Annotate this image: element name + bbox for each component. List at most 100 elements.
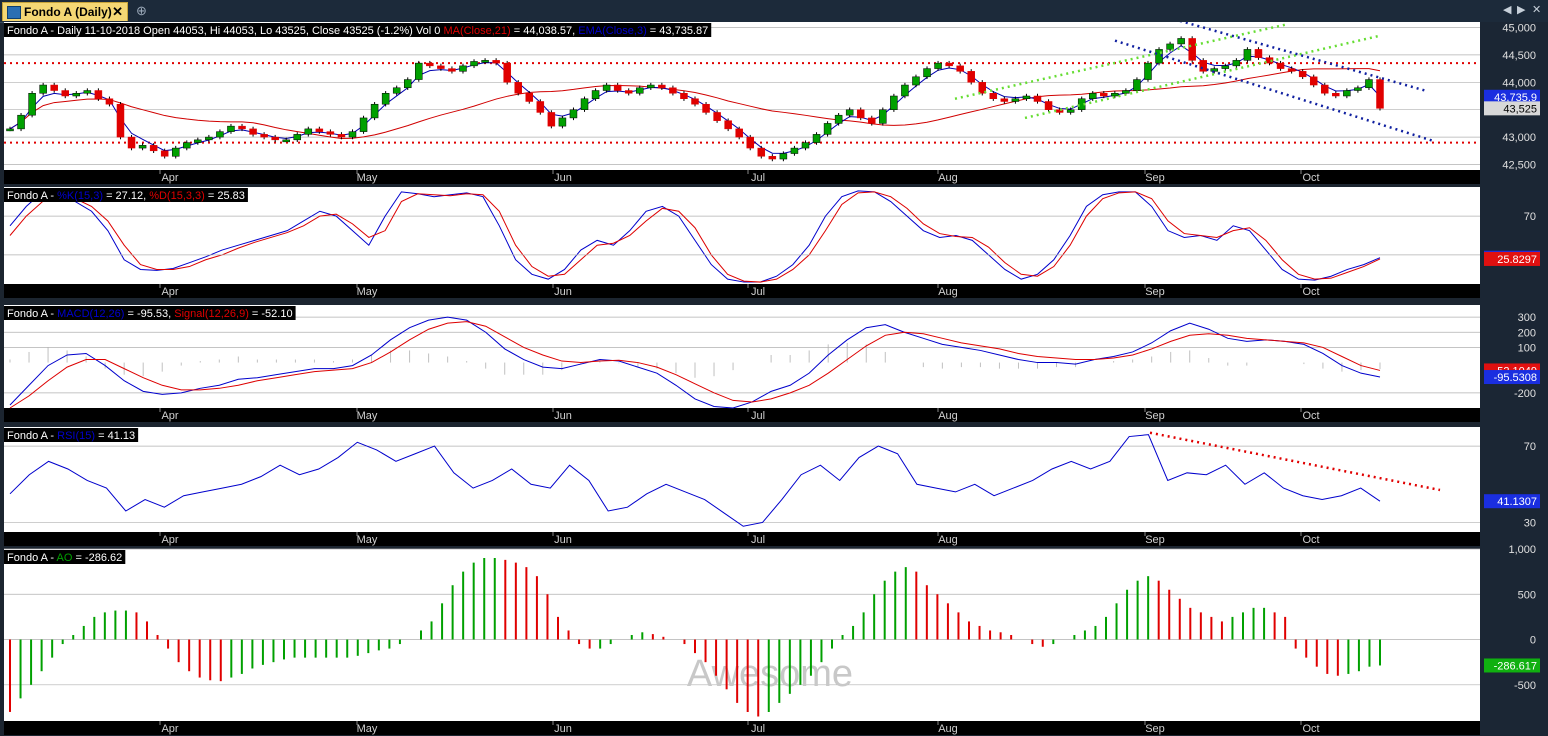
tab-close-icon[interactable]: ✕ (112, 4, 123, 19)
month-label-aug: Aug (938, 410, 958, 422)
candle-down (94, 90, 103, 99)
month-label-apr: Apr (161, 410, 178, 422)
candle-up (282, 139, 290, 143)
tab-label: Fondo A (Daily) (24, 5, 112, 19)
badge-text: 43,735.9 (1494, 92, 1537, 104)
badge-text: 25.8297 (1497, 254, 1537, 266)
close-window-icon[interactable]: ✕ (1532, 4, 1542, 16)
candle-up (812, 134, 821, 143)
candle-up (205, 136, 213, 141)
candle-up (558, 117, 567, 127)
candle-up (912, 76, 920, 86)
candle-up (591, 90, 600, 99)
month-label-jun: Jun (554, 534, 572, 546)
header-segment: AO (57, 552, 73, 564)
candle-down (149, 145, 158, 152)
rsi-trendline (1149, 431, 1441, 492)
month-axis-strip (4, 532, 1480, 546)
header-segment: Fondo A - Daily 11-10-2018 Open 44053, H… (7, 25, 443, 37)
candle-up (183, 142, 191, 149)
tab-fondo-a-daily[interactable]: Fondo A (Daily) ✕ (2, 2, 128, 21)
value-badge: -95.5308 (1484, 370, 1540, 385)
candle-up (17, 114, 25, 130)
header-background (4, 188, 248, 202)
y-tick-label: 44,500 (1502, 50, 1536, 62)
header-segment: %D(15,3,3) (149, 190, 205, 202)
header-segment: = 43,735.87 (647, 25, 708, 37)
badge-background (1484, 494, 1540, 509)
candle-up (72, 93, 81, 97)
header-segment: = 41.13 (95, 430, 135, 442)
scroll-left-icon[interactable]: ◀ (1503, 4, 1512, 16)
candle-down (61, 90, 69, 97)
pane-header-ao: Fondo A - AO = -286.62 (7, 552, 122, 564)
candle-down (669, 87, 677, 94)
pane-rsi[interactable] (4, 427, 1480, 532)
candle-up (647, 84, 655, 89)
value-badge: 43,735.9 (1484, 89, 1540, 104)
candle-up (1155, 49, 1163, 64)
candle-up (1232, 60, 1241, 67)
candle-down (989, 93, 998, 99)
month-label-apr: Apr (161, 723, 178, 735)
candle-up (801, 142, 810, 149)
pane-stoch[interactable] (4, 187, 1480, 284)
trendline-blue-upper (1179, 22, 1426, 92)
month-label-aug: Aug (938, 172, 958, 184)
y-tick-label: 30 (1524, 517, 1536, 529)
candle-down (1100, 93, 1108, 97)
month-axis-strip (4, 284, 1480, 298)
month-label-oct: Oct (1302, 410, 1319, 422)
header-segment: Fondo A - (7, 190, 57, 202)
candle-up (381, 93, 390, 105)
candle-up (481, 60, 489, 63)
month-label-jun: Jun (554, 286, 572, 298)
pane-macd[interactable] (4, 305, 1480, 408)
new-tab-icon[interactable]: ⊕ (136, 3, 147, 18)
candle-up (1343, 90, 1351, 97)
candle-up (227, 125, 235, 132)
candle-up (1122, 90, 1130, 94)
candle-down (437, 65, 445, 69)
candle-up (890, 95, 898, 110)
month-label-jul: Jul (751, 723, 765, 735)
y-tick-label: 200 (1518, 327, 1536, 339)
candle-up (823, 123, 832, 135)
series-rsi (9, 434, 1381, 527)
candle-down (1199, 60, 1207, 72)
watermark: Awesome (687, 653, 853, 695)
trendline-blue-lower (1114, 39, 1436, 143)
candle-up (194, 139, 202, 143)
header-background (4, 23, 712, 37)
y-tick-label: 100 (1518, 342, 1536, 354)
candle-down (315, 128, 324, 132)
chart-area[interactable]: Apr May Jun Jul Aug Sep Oct Apr May Jun Jul Aug Sep O… (0, 22, 1548, 736)
candle-down (1298, 71, 1307, 78)
candle-up (580, 98, 589, 110)
pane-ao[interactable] (4, 549, 1480, 721)
candle-up (138, 145, 147, 149)
candle-down (658, 84, 666, 89)
scroll-right-icon[interactable]: ▶ (1517, 4, 1526, 16)
value-badge: -286.617 (1484, 658, 1540, 673)
header-segment: = -52.10 (249, 308, 293, 320)
badge-background (1484, 658, 1540, 673)
candle-up (901, 84, 909, 97)
candle-up (1088, 93, 1097, 99)
candle-down (249, 128, 257, 135)
pane-price[interactable] (4, 22, 1480, 170)
candle-down (426, 62, 434, 67)
series-k (9, 190, 1381, 283)
badge-text: 41.1307 (1497, 496, 1537, 508)
candles (6, 36, 1384, 162)
candle-up (1177, 38, 1185, 45)
header-segment: = 27.12, (103, 190, 149, 202)
candle-down (868, 117, 876, 124)
month-label-sep: Sep (1145, 723, 1165, 735)
candle-up (39, 84, 47, 94)
candle-down (724, 120, 732, 130)
y-tick-label: 42,500 (1502, 160, 1536, 172)
y-tick-label: 500 (1518, 589, 1536, 601)
candle-down (1276, 62, 1285, 69)
month-axis-rsi: Apr May Jun Jul Aug Sep Oct (4, 532, 1480, 546)
